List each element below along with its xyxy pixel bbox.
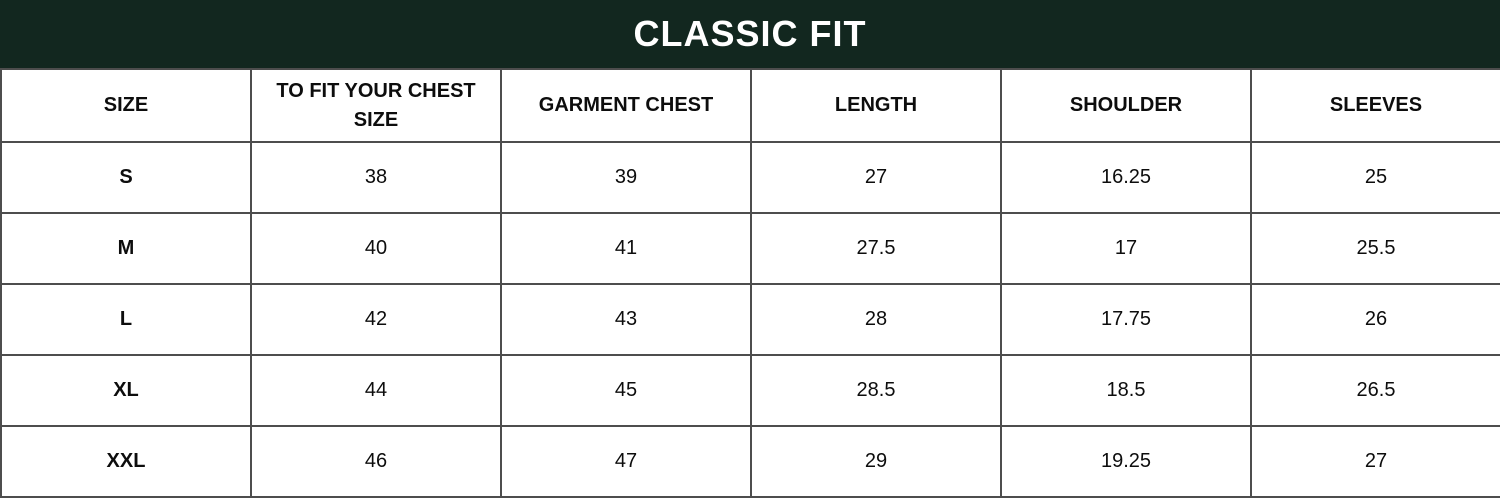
cell-shoulder: 16.25 bbox=[1000, 141, 1252, 214]
cell-shoulder: 18.5 bbox=[1000, 354, 1252, 427]
size-chart-banner: CLASSIC FIT bbox=[0, 0, 1500, 68]
cell-sleeves: 25 bbox=[1250, 141, 1500, 214]
cell-sleeves: 26 bbox=[1250, 283, 1500, 356]
header-row: SIZE TO FIT YOUR CHEST SIZE GARMENT CHES… bbox=[0, 68, 1500, 143]
size-chart-table: SIZE TO FIT YOUR CHEST SIZE GARMENT CHES… bbox=[0, 68, 1500, 498]
size-row-l: L 42 43 28 17.75 26 bbox=[0, 283, 1500, 356]
column-header-shoulder: SHOULDER bbox=[1000, 68, 1252, 143]
cell-size: M bbox=[0, 212, 252, 285]
cell-length: 28 bbox=[750, 283, 1002, 356]
size-row-xl: XL 44 45 28.5 18.5 26.5 bbox=[0, 354, 1500, 427]
column-header-length: LENGTH bbox=[750, 68, 1002, 143]
cell-garment-chest: 45 bbox=[500, 354, 752, 427]
size-row-m: M 40 41 27.5 17 25.5 bbox=[0, 212, 1500, 285]
cell-garment-chest: 41 bbox=[500, 212, 752, 285]
cell-to-fit-chest: 40 bbox=[250, 212, 502, 285]
cell-length: 27.5 bbox=[750, 212, 1002, 285]
column-header-garment-chest: GARMENT CHEST bbox=[500, 68, 752, 143]
cell-length: 28.5 bbox=[750, 354, 1002, 427]
cell-to-fit-chest: 38 bbox=[250, 141, 502, 214]
column-header-to-fit-your-chest-size: TO FIT YOUR CHEST SIZE bbox=[250, 68, 502, 143]
cell-to-fit-chest: 44 bbox=[250, 354, 502, 427]
cell-sleeves: 25.5 bbox=[1250, 212, 1500, 285]
cell-garment-chest: 47 bbox=[500, 425, 752, 498]
column-header-sleeves: SLEEVES bbox=[1250, 68, 1500, 143]
cell-size: XL bbox=[0, 354, 252, 427]
cell-sleeves: 26.5 bbox=[1250, 354, 1500, 427]
cell-garment-chest: 39 bbox=[500, 141, 752, 214]
cell-garment-chest: 43 bbox=[500, 283, 752, 356]
cell-size: S bbox=[0, 141, 252, 214]
cell-shoulder: 17.75 bbox=[1000, 283, 1252, 356]
cell-length: 29 bbox=[750, 425, 1002, 498]
cell-shoulder: 19.25 bbox=[1000, 425, 1252, 498]
cell-shoulder: 17 bbox=[1000, 212, 1252, 285]
cell-to-fit-chest: 46 bbox=[250, 425, 502, 498]
cell-length: 27 bbox=[750, 141, 1002, 214]
cell-size: XXL bbox=[0, 425, 252, 498]
size-row-xxl: XXL 46 47 29 19.25 27 bbox=[0, 425, 1500, 498]
size-chart-title: CLASSIC FIT bbox=[633, 13, 867, 54]
column-header-size: SIZE bbox=[0, 68, 252, 143]
cell-to-fit-chest: 42 bbox=[250, 283, 502, 356]
cell-size: L bbox=[0, 283, 252, 356]
size-row-s: S 38 39 27 16.25 25 bbox=[0, 141, 1500, 214]
cell-sleeves: 27 bbox=[1250, 425, 1500, 498]
